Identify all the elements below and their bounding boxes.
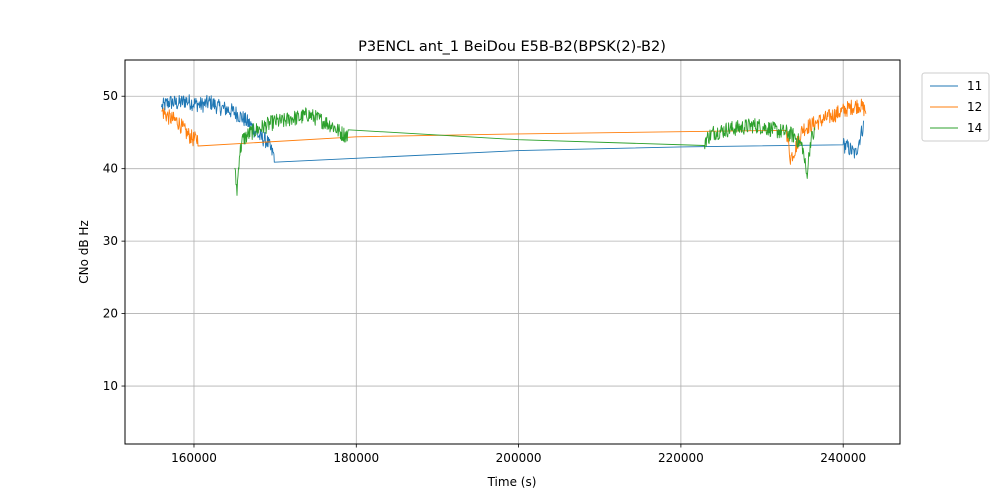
series-line-11 bbox=[161, 94, 864, 163]
legend-label-14: 14 bbox=[967, 121, 982, 135]
y-axis-label: CNo dB Hz bbox=[77, 220, 91, 284]
series-line-12 bbox=[161, 98, 867, 165]
x-axis-label: Time (s) bbox=[487, 475, 537, 489]
y-tick-label: 50 bbox=[103, 89, 118, 103]
series-lines bbox=[161, 94, 867, 196]
legend-label-11: 11 bbox=[967, 79, 982, 93]
y-axis-ticks: 10 20 30 40 50 bbox=[103, 89, 125, 393]
y-tick-label: 20 bbox=[103, 307, 118, 321]
y-tick-label: 30 bbox=[103, 234, 118, 248]
y-tick-label: 40 bbox=[103, 162, 118, 176]
chart-title: P3ENCL ant_1 BeiDou E5B-B2(BPSK(2)-B2) bbox=[358, 39, 666, 55]
x-tick-label: 240000 bbox=[820, 451, 866, 465]
legend: 11 12 14 bbox=[921, 72, 990, 142]
grid bbox=[125, 60, 900, 444]
x-tick-label: 160000 bbox=[171, 451, 217, 465]
x-tick-label: 220000 bbox=[658, 451, 704, 465]
y-tick-label: 10 bbox=[103, 379, 118, 393]
x-axis-ticks: 160000 180000 200000 220000 240000 bbox=[171, 444, 866, 465]
series-line-14 bbox=[234, 107, 816, 196]
legend-label-12: 12 bbox=[967, 100, 982, 114]
x-tick-label: 200000 bbox=[496, 451, 542, 465]
x-tick-label: 180000 bbox=[333, 451, 379, 465]
plot-frame bbox=[124, 59, 901, 445]
